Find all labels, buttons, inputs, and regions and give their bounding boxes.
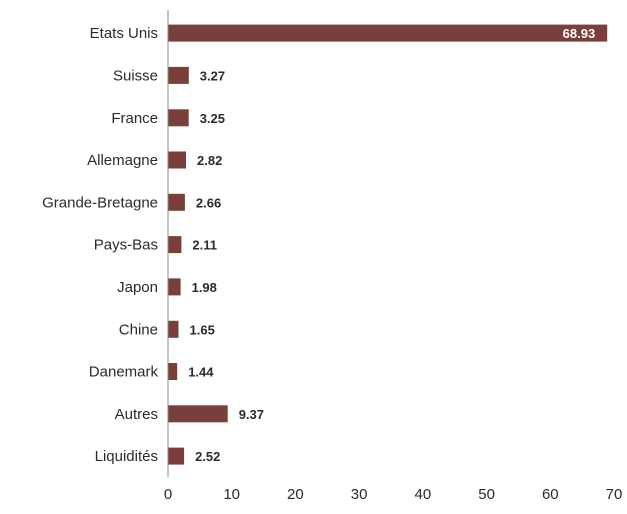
bars-group [168, 24, 608, 465]
bar-5 [168, 236, 182, 254]
bar-7 [168, 320, 179, 338]
value-label-0: 68.93 [563, 26, 596, 41]
value-label-2: 3.25 [200, 111, 225, 126]
category-label-1: Suisse [113, 67, 158, 84]
category-label-0: Etats Unis [90, 25, 158, 42]
bar-0 [168, 24, 608, 42]
value-label-7: 1.65 [190, 322, 215, 337]
category-label-5: Pays-Bas [94, 237, 158, 254]
x-tick-label-1: 10 [223, 486, 240, 503]
value-label-3: 2.82 [197, 153, 222, 168]
category-label-6: Japon [117, 279, 158, 296]
value-label-9: 9.37 [239, 407, 264, 422]
category-label-7: Chine [119, 321, 158, 338]
value-label-10: 2.52 [195, 449, 220, 464]
x-tick-label-4: 40 [415, 486, 432, 503]
x-tick-label-5: 50 [478, 486, 495, 503]
bar-1 [168, 66, 189, 84]
x-tick-label-6: 60 [542, 486, 559, 503]
bar-3 [168, 151, 186, 169]
category-label-10: Liquidités [95, 448, 158, 465]
category-label-4: Grande-Bretagne [42, 194, 158, 211]
bar-10 [168, 447, 185, 465]
bar-2 [168, 109, 189, 127]
category-labels: Etats Unis Suisse France Allemagne Grande-Br… [42, 25, 158, 465]
value-label-1: 3.27 [200, 68, 225, 83]
x-tick-label-3: 30 [351, 486, 368, 503]
value-labels: 68.93 3.27 3.25 2.82 2.66 2.11 1.98 1.65 1.44 9.3… [188, 26, 595, 464]
bar-4 [168, 193, 185, 211]
value-label-8: 1.44 [188, 365, 214, 380]
category-label-3: Allemagne [87, 152, 158, 169]
category-label-9: Autres [115, 406, 158, 423]
bar-9 [168, 405, 228, 423]
category-label-2: France [111, 110, 158, 127]
value-label-5: 2.11 [192, 238, 217, 253]
value-label-4: 2.66 [196, 195, 221, 210]
x-tick-label-7: 70 [606, 486, 623, 503]
value-label-6: 1.98 [192, 280, 217, 295]
x-tick-label-2: 20 [287, 486, 304, 503]
bar-8 [168, 363, 178, 380]
x-tick-labels: 0 10 20 30 40 50 60 70 [164, 486, 623, 503]
x-tick-label-0: 0 [164, 486, 172, 503]
bar-6 [168, 278, 181, 296]
category-label-8: Danemark [89, 364, 159, 381]
